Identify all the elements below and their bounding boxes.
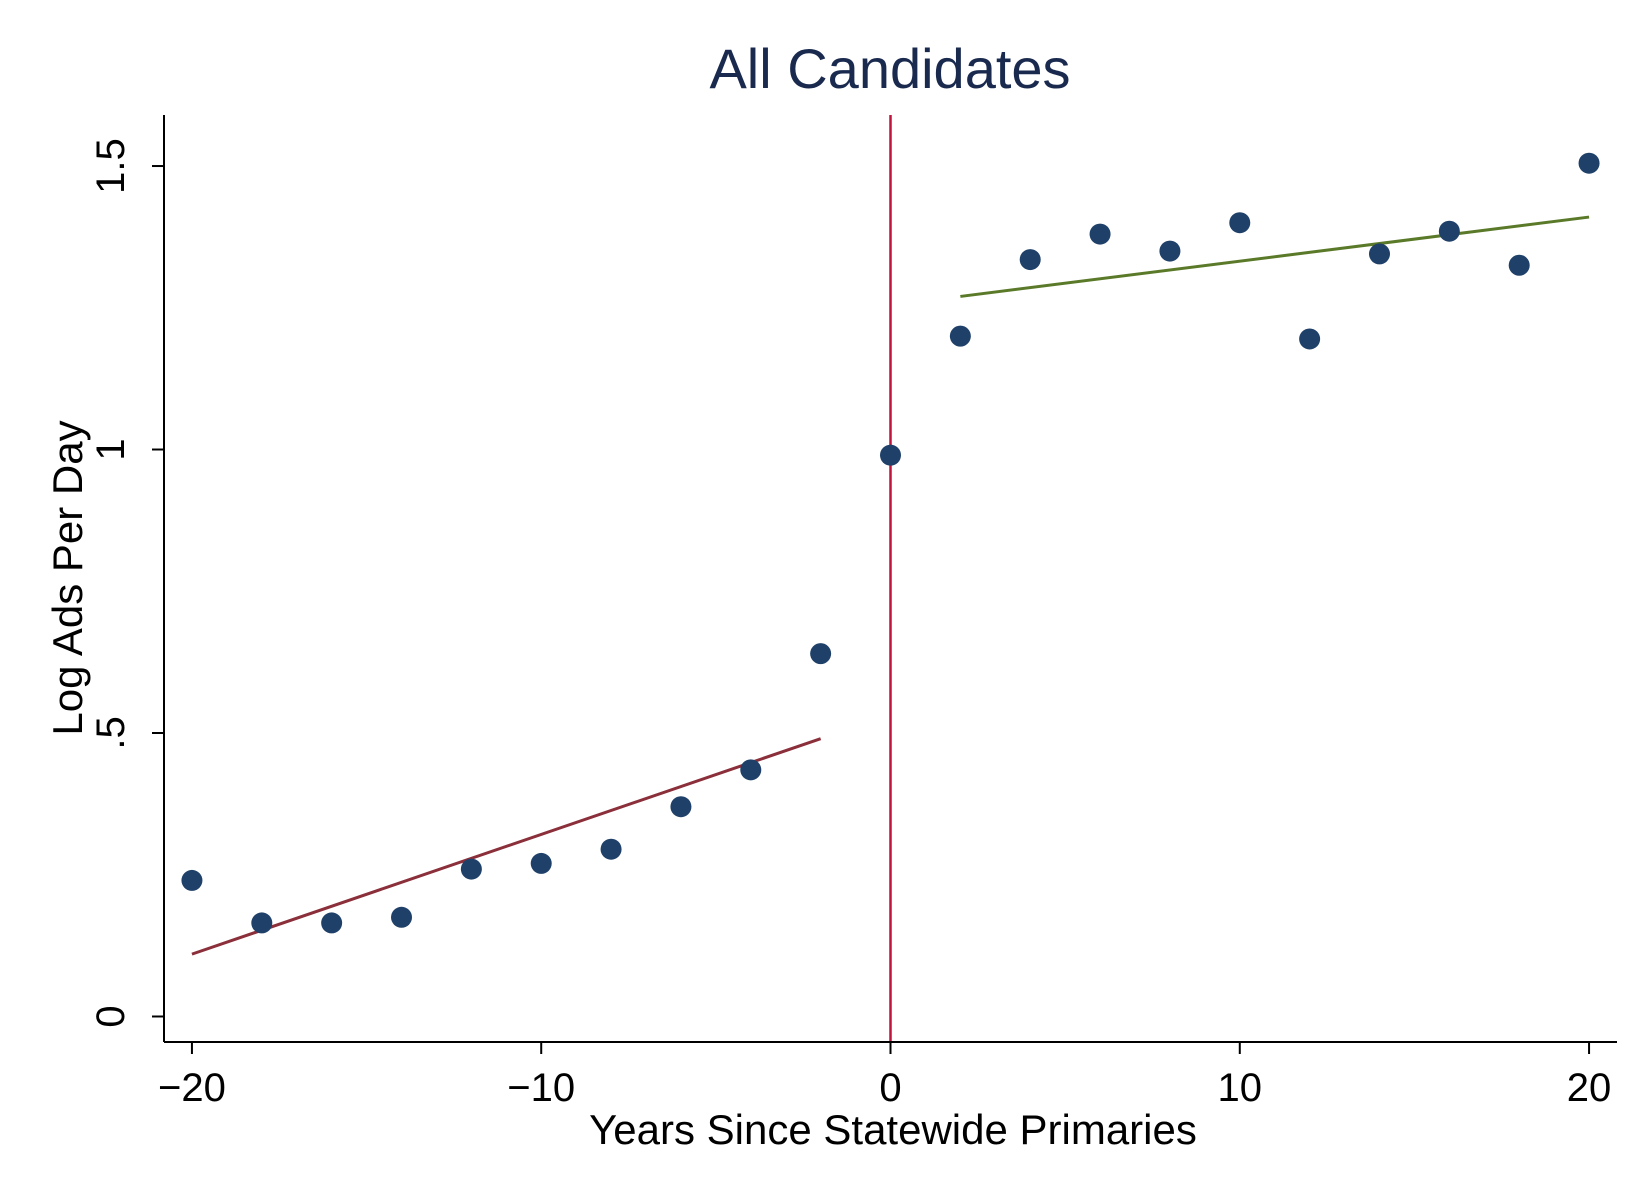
fit-line-after: [960, 215, 1590, 298]
x-tick-label: 10: [1218, 1066, 1263, 1110]
data-point: [1159, 240, 1181, 262]
data-point: [670, 796, 692, 818]
data-point: [810, 643, 832, 665]
data-point: [530, 852, 552, 874]
chart-title: All Candidates: [709, 37, 1070, 100]
x-tick-label: −10: [507, 1066, 575, 1110]
data-point: [1508, 254, 1530, 276]
y-axis-ticks: 0 .5 1 1.5: [89, 138, 164, 1028]
data-point: [251, 912, 273, 934]
x-axis-ticks: −20 −10 0 10 20: [158, 1042, 1611, 1110]
data-point: [949, 325, 971, 347]
data-point: [740, 759, 762, 781]
data-point: [1578, 152, 1600, 174]
data-point: [880, 444, 901, 466]
data-point: [460, 858, 482, 880]
data-point: [1438, 220, 1460, 242]
x-tick-label: 0: [879, 1066, 901, 1110]
data-point: [1299, 328, 1321, 350]
plot-area: [181, 115, 1600, 1042]
data-point: [181, 869, 203, 891]
x-tick-label: −20: [158, 1066, 226, 1110]
fit-line-before: [191, 737, 822, 956]
x-tick-label: 20: [1567, 1066, 1612, 1110]
data-point: [391, 906, 413, 928]
data-point: [1368, 243, 1390, 265]
data-point: [1089, 223, 1111, 245]
data-point: [1229, 212, 1251, 234]
y-tick-label: 1: [89, 438, 133, 460]
data-point: [600, 838, 622, 860]
x-axis-label: Years Since Statewide Primaries: [589, 1106, 1197, 1153]
data-point: [321, 912, 343, 934]
y-tick-label: 0: [89, 1005, 133, 1027]
data-point: [1019, 249, 1041, 271]
y-axis-label: Log Ads Per Day: [44, 420, 91, 735]
y-tick-label: .5: [89, 716, 133, 749]
y-tick-label: 1.5: [89, 138, 133, 194]
